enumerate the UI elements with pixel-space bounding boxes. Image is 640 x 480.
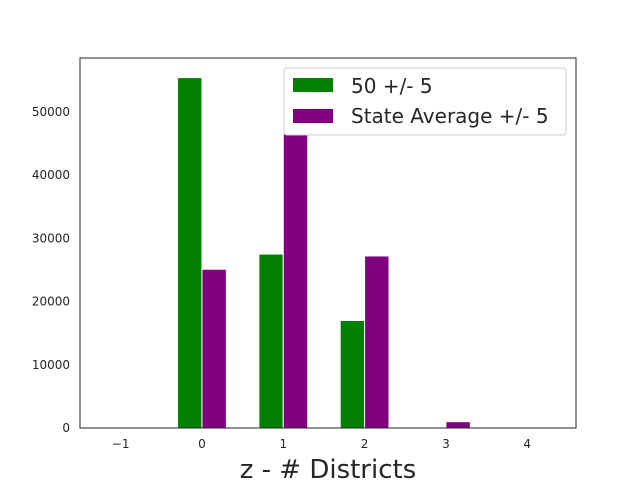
bar-series-2-x-3 [445, 421, 471, 429]
bars-group [177, 77, 471, 429]
legend-label-series-1: 50 +/- 5 [351, 74, 433, 98]
y-tick-label: 50000 [32, 105, 70, 119]
plot-frame [79, 57, 577, 429]
legend-label-series-2: State Average +/- 5 [351, 104, 549, 128]
y-tick-label: 10000 [32, 358, 70, 372]
bar-series-2-x-2 [364, 255, 390, 429]
x-tick-label: 0 [198, 437, 206, 451]
bar-series-1-x-1 [258, 253, 284, 429]
legend-swatch-series-1 [293, 78, 333, 92]
x-tick-label: 3 [442, 437, 450, 451]
y-ticks: 0 10000 20000 30000 40000 50000 [32, 105, 70, 435]
y-tick-label: 30000 [32, 231, 70, 245]
bar-series-1-x-2 [339, 319, 366, 429]
y-tick-label: 20000 [32, 295, 70, 309]
x-tick-label: 2 [361, 437, 369, 451]
x-tick-label: −1 [112, 437, 130, 451]
y-tick-label: 0 [62, 421, 70, 435]
x-tick-label: 4 [523, 437, 531, 451]
legend-swatch-series-2 [293, 109, 333, 123]
x-axis-label: z - # Districts [240, 455, 417, 480]
bar-series-1-x-0 [177, 77, 203, 429]
bar-series-2-x-0 [201, 268, 227, 429]
legend: 50 +/- 5 State Average +/- 5 [283, 67, 567, 136]
x-ticks: −1 0 1 2 3 4 [112, 437, 531, 451]
x-tick-label: 1 [279, 437, 287, 451]
bar-series-2-x-1 [282, 133, 309, 429]
y-tick-label: 40000 [32, 168, 70, 182]
legend-box [283, 67, 567, 136]
